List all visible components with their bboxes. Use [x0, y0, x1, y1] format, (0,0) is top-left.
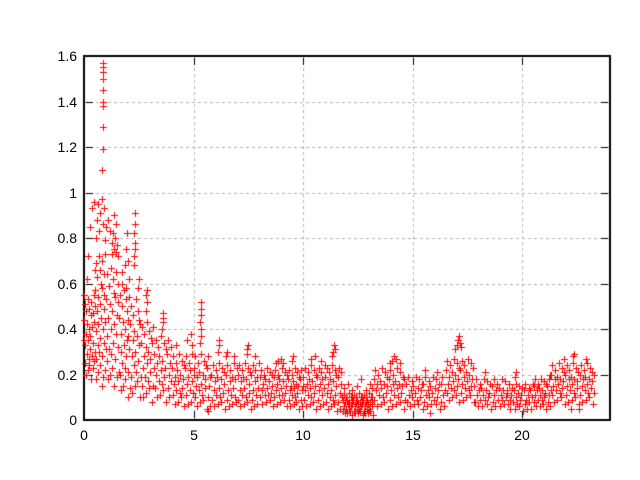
y-tick-label: 0.4 [57, 321, 77, 337]
y-tick-label: 1.6 [57, 48, 77, 64]
x-tick-label: 10 [295, 427, 311, 443]
x-tick-label: 0 [80, 427, 88, 443]
x-tick-label: 20 [514, 427, 530, 443]
y-tick-label: 0 [69, 412, 77, 428]
y-tick-label: 1 [69, 185, 77, 201]
y-tick-label: 0.2 [57, 367, 77, 383]
y-tick-label: 1.2 [57, 139, 77, 155]
y-tick-label: 0.8 [57, 230, 77, 246]
y-tick-label: 0.6 [57, 276, 77, 292]
x-tick-label: 5 [190, 427, 198, 443]
x-tick-label: 15 [405, 427, 421, 443]
y-tick-label: 1.4 [57, 94, 77, 110]
